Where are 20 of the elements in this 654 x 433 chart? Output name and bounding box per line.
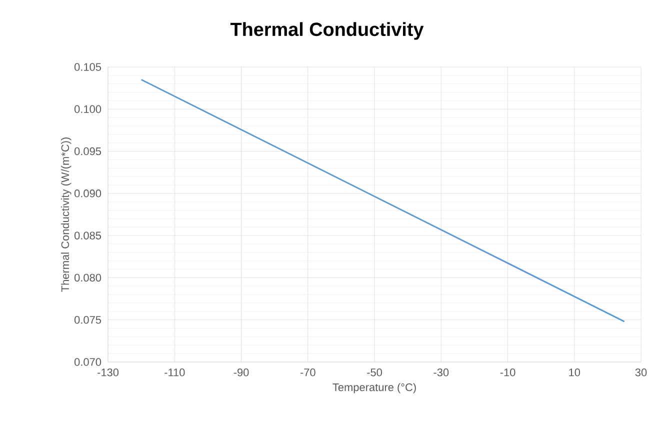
x-tick-label: -90 — [234, 368, 249, 376]
y-tick-label: 0.070 — [74, 358, 102, 366]
y-tick-label: 0.075 — [74, 316, 102, 324]
y-tick-label: 0.105 — [74, 63, 102, 71]
y-tick-label: 0.100 — [74, 105, 102, 114]
y-tick-label: 0.085 — [74, 232, 102, 240]
y-tick-label: 0.095 — [74, 147, 102, 156]
x-tick-label: -70 — [300, 368, 316, 376]
y-tick-label: 0.080 — [74, 274, 102, 282]
x-axis-title: Temperature (°C) — [332, 383, 416, 394]
x-tick-label: -10 — [500, 368, 516, 376]
x-tick-label: 10 — [569, 368, 580, 376]
x-tick-label: -130 — [98, 368, 119, 376]
x-tick-label: -110 — [164, 368, 185, 376]
y-tick-label: 0.090 — [74, 190, 102, 198]
chart-title: Thermal Conductivity — [230, 22, 424, 40]
y-axis-title: Thermal Conductivity (W/(m*C)) — [61, 138, 72, 292]
x-tick-label: 30 — [635, 368, 647, 376]
x-tick-label: -50 — [367, 368, 382, 376]
x-tick-label: -30 — [434, 368, 449, 376]
